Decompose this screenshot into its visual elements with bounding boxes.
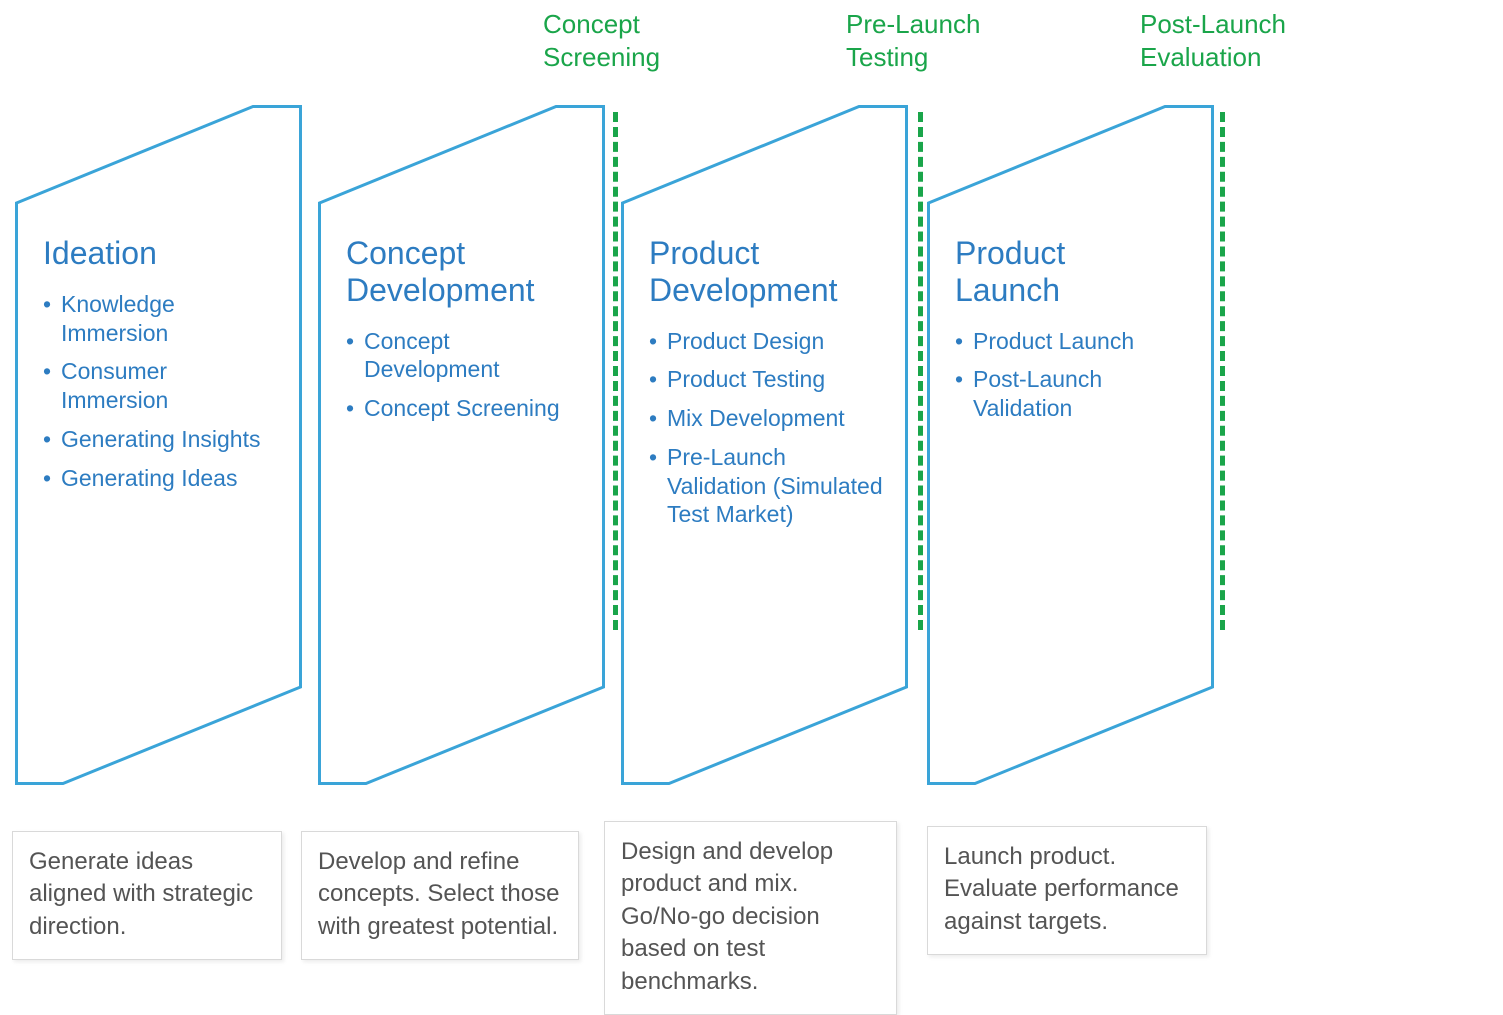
stage-bullet: Knowledge Immersion [43,290,278,348]
gate-line-post-launch-evaluation [1220,112,1225,630]
stage-bullet: Post-Launch Validation [955,365,1190,423]
stage-bullet: Product Design [649,327,884,356]
product-dev-flow-diagram: Concept Screening Pre-Launch Testing Pos… [0,0,1503,1005]
stage-bullet: Consumer Immersion [43,357,278,415]
stage-bullet: Concept Development [346,327,581,385]
stage-bullet-list: Concept Development Concept Screening [346,327,581,423]
stage-bullet: Product Testing [649,365,884,394]
stage-bullet-list: Product Launch Post-Launch Validation [955,327,1190,423]
stage-title: Ideation [43,235,278,272]
stage-bullet: Pre-Launch Validation (Simulated Test Ma… [649,443,884,529]
stage-bullet-list: Knowledge Immersion Consumer Immersion G… [43,290,278,493]
stage-product-development: Product Development Product Design Produ… [621,105,908,785]
stage-bullet: Product Launch [955,327,1190,356]
stage-description-ideation: Generate ideas aligned with strategic di… [12,831,282,960]
gate-line-concept-screening [613,112,618,630]
stage-shape-icon [927,105,1214,785]
stage-title: Concept Development [346,235,581,309]
stage-bullet: Generating Ideas [43,464,278,493]
stage-description-product-development: Design and develop product and mix. Go/N… [604,821,897,1015]
gate-label-concept-screening: Concept Screening [543,8,660,73]
stage-concept-development: Concept Development Concept Development … [318,105,605,785]
gate-label-post-launch-evaluation: Post-Launch Evaluation [1140,8,1286,73]
stage-title: Product Launch [955,235,1190,309]
stage-description-product-launch: Launch product. Evaluate performance aga… [927,826,1207,955]
stage-description-concept-development: Develop and refine concepts. Select thos… [301,831,579,960]
stage-product-launch: Product Launch Product Launch Post-Launc… [927,105,1214,785]
stage-shape-icon [318,105,605,785]
gate-line-pre-launch-testing [918,112,923,630]
stage-title: Product Development [649,235,884,309]
stage-ideation: Ideation Knowledge Immersion Consumer Im… [15,105,302,785]
stage-bullet: Generating Insights [43,425,278,454]
stage-bullet: Mix Development [649,404,884,433]
gate-label-pre-launch-testing: Pre-Launch Testing [846,8,980,73]
stage-bullet-list: Product Design Product Testing Mix Devel… [649,327,884,530]
stage-bullet: Concept Screening [346,394,581,423]
